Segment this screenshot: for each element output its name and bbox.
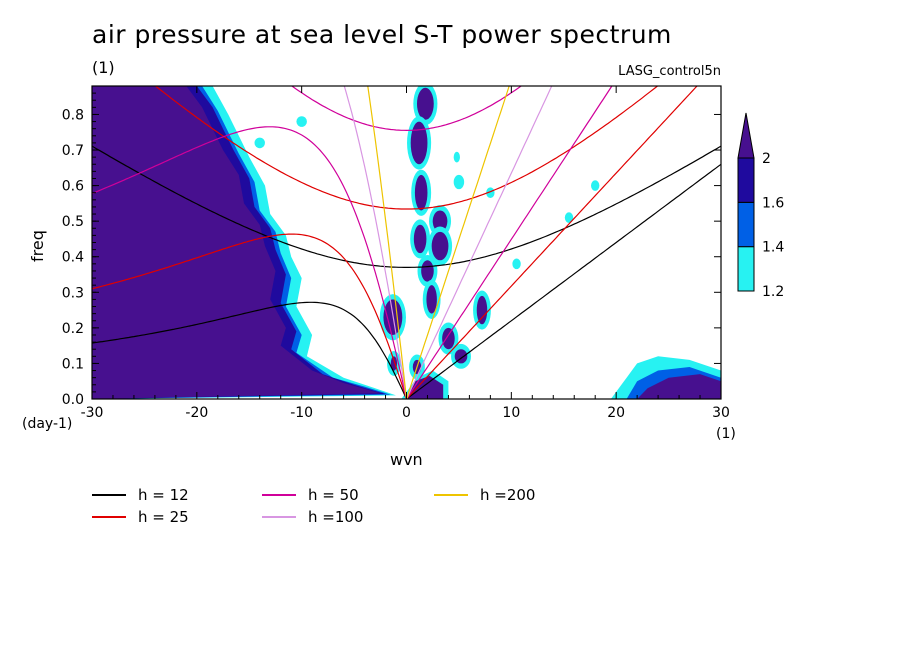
x-tick-label: 10 <box>502 405 520 421</box>
chart-title: air pressure at sea level S-T power spec… <box>92 20 672 49</box>
spectrum-eastward-band-core <box>406 375 444 399</box>
spectrum-patch <box>591 180 600 191</box>
x-tick-label: 20 <box>607 405 625 421</box>
power-spectrum-contours <box>92 86 721 399</box>
spectrum-blob-core <box>390 356 398 371</box>
legend-swatch <box>92 516 126 518</box>
y-tick-label: 0.3 <box>62 285 84 301</box>
dispersion-curve-rossby <box>92 126 408 399</box>
y-tick-label: 0.6 <box>62 179 84 195</box>
colorbar: 1.2 1.4 1.6 2 <box>737 112 784 300</box>
spectrum-blob-core <box>432 210 448 232</box>
x-tick-label: -10 <box>290 405 313 421</box>
colorbar-label: 1.6 <box>762 195 784 211</box>
legend-label: h = 12 <box>138 486 189 504</box>
dispersion-curve-kelvin <box>405 86 613 399</box>
legend-swatch <box>262 516 296 518</box>
dispersion-curve-kelvin <box>405 86 553 399</box>
legend-swatch <box>262 494 296 496</box>
spectrum-patch <box>564 212 574 223</box>
spectrum-patch <box>453 174 465 190</box>
colorbar-segment <box>737 201 755 248</box>
spectrum-blob-core <box>421 260 434 282</box>
y-axis: 0.0 0.1 0.2 0.3 0.4 0.5 0.6 0.7 0.8 <box>62 92 721 408</box>
colorbar-segment <box>737 157 755 203</box>
legend-label: h =200 <box>480 486 536 504</box>
spectrum-patch <box>296 116 307 127</box>
spectrum-blob-core <box>426 285 437 314</box>
dispersion-curve-ig <box>290 86 523 132</box>
chart-subtitle: (1) <box>92 58 115 77</box>
legend-item: h = 25 <box>92 508 189 526</box>
spectrum-blob-core <box>442 327 455 350</box>
dispersion-curve-ig <box>92 145 721 268</box>
spectrum-blob-core <box>413 224 427 254</box>
legend-item: h =200 <box>434 486 535 504</box>
model-label: LASG_control5n <box>618 64 721 79</box>
legend-item: h = 12 <box>92 486 189 504</box>
dispersion-curve-kelvin <box>406 163 721 399</box>
spectrum-blob-core <box>454 349 468 364</box>
spectrum-blob-core <box>416 87 434 120</box>
y-tick-label: 0.0 <box>62 392 84 408</box>
dispersion-curve-kelvin <box>405 86 510 399</box>
dispersion-curves <box>92 0 721 399</box>
x-tick-label: 0 <box>402 405 411 421</box>
y-tick-label: 0.4 <box>62 250 84 266</box>
spectrum-patch <box>254 137 265 149</box>
x-tick-label: -30 <box>81 405 104 421</box>
x-axis: -30 -20 -10 0 10 20 30 <box>81 86 730 421</box>
y-tick-label: 0.5 <box>62 214 84 230</box>
y-tick-label: 0.1 <box>62 356 84 372</box>
spectrum-blob-core <box>414 174 428 211</box>
dispersion-curve-rossby <box>92 301 408 399</box>
spectrum-patch <box>512 258 521 270</box>
spectrum-patch <box>453 151 460 163</box>
spectrum-lowright-core <box>637 374 721 399</box>
legend-label: h = 25 <box>138 508 189 526</box>
legend-label: h =100 <box>308 508 364 526</box>
colorbar-top-triangle <box>737 112 755 159</box>
colorbar-label: 1.2 <box>762 284 784 300</box>
x-tick-label: -20 <box>185 405 208 421</box>
x-axis-label: wvn <box>390 450 423 469</box>
spectrum-blob-core <box>410 121 428 165</box>
x-tick-label: 30 <box>712 405 730 421</box>
y-tick-label: 0.7 <box>62 143 84 159</box>
spectrum-blob-core <box>431 231 449 261</box>
dispersion-curve-kelvin <box>406 86 698 399</box>
y-tick-label: 0.8 <box>62 107 84 123</box>
legend: h = 12 h = 25 h = 50 h =100 h =200 <box>92 486 612 530</box>
dispersion-curve-ig <box>154 86 659 210</box>
legend-swatch <box>434 494 468 496</box>
spectrum-region-level-4 <box>92 86 381 399</box>
legend-swatch <box>92 494 126 496</box>
dispersion-curve-rossby <box>92 233 408 399</box>
legend-item: h = 50 <box>262 486 359 504</box>
y-axis-unit: (day-1) <box>22 416 73 432</box>
colorbar-label: 1.4 <box>762 240 784 256</box>
dispersion-curve-rossby <box>343 86 408 399</box>
legend-label: h = 50 <box>308 486 359 504</box>
colorbar-segment <box>737 246 755 292</box>
colorbar-label: 2 <box>762 151 771 167</box>
legend-item: h =100 <box>262 508 363 526</box>
x-axis-unit: (1) <box>716 426 736 442</box>
y-tick-label: 0.2 <box>62 321 84 337</box>
dispersion-curve-rossby <box>367 86 408 399</box>
spectrum-patch <box>486 187 495 199</box>
spectrum-blob-core <box>476 295 488 325</box>
dispersion-curve-ig <box>310 0 504 19</box>
